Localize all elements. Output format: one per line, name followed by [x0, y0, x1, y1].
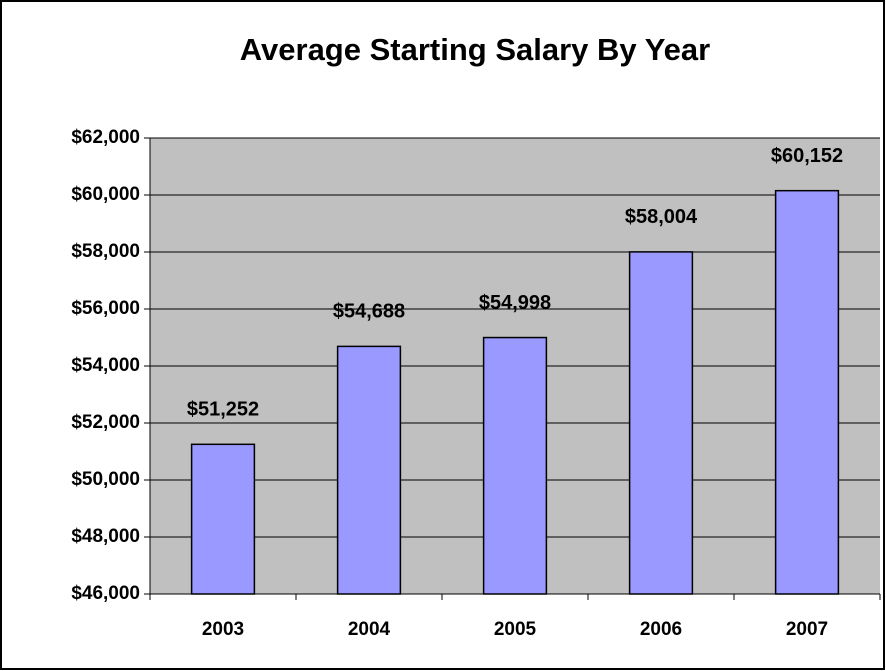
x-tick-label: 2006 [640, 619, 682, 640]
y-tick-label: $56,000 [71, 298, 140, 319]
bar [482, 336, 548, 595]
x-tick-label: 2007 [786, 619, 828, 640]
y-tick-label: $62,000 [71, 127, 140, 148]
bar [628, 251, 694, 595]
y-tick-label: $50,000 [71, 469, 140, 490]
x-tick-label: 2004 [348, 619, 391, 640]
data-label: $58,004 [625, 206, 698, 228]
y-tick-label: $60,000 [71, 184, 140, 205]
data-label: $54,688 [333, 301, 405, 323]
y-tick-label: $46,000 [71, 583, 140, 604]
bar [190, 443, 256, 595]
y-tick-label: $48,000 [71, 526, 140, 547]
x-tick-label: 2005 [494, 619, 537, 640]
chart-title: Average Starting Salary By Year [240, 32, 710, 67]
x-tick-label: 2003 [202, 619, 244, 640]
y-tick-label: $52,000 [71, 412, 140, 433]
data-label: $54,998 [479, 292, 551, 314]
bar [774, 189, 840, 595]
data-label: $51,252 [187, 399, 259, 421]
data-label: $60,152 [771, 145, 843, 167]
bar [336, 345, 402, 595]
y-tick-label: $54,000 [71, 355, 140, 376]
y-tick-label: $58,000 [71, 241, 140, 262]
